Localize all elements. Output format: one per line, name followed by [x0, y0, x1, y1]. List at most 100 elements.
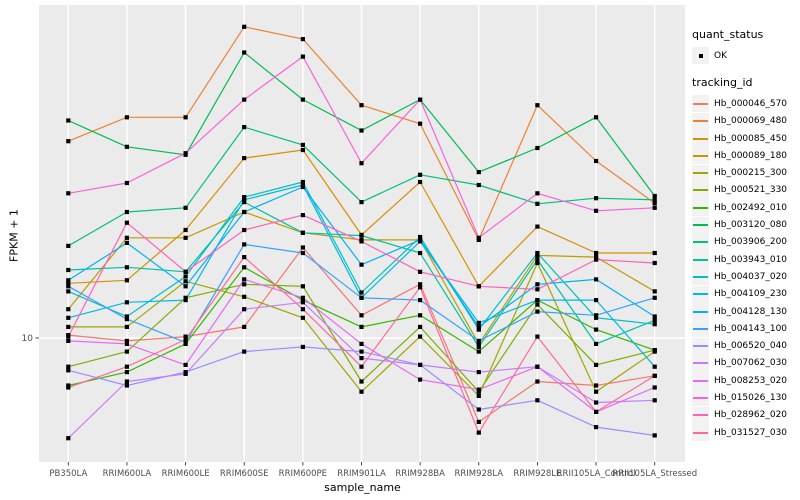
data-point — [535, 298, 540, 303]
data-point — [418, 324, 423, 329]
data-point — [124, 317, 129, 322]
series-color-line-icon — [693, 120, 708, 123]
data-point — [476, 387, 481, 392]
data-point — [124, 364, 129, 369]
data-point — [359, 262, 364, 267]
data-point — [183, 340, 188, 345]
legend-entry-label: Hb_000085_450 — [714, 133, 788, 144]
legend-entry-Hb_003120_080: Hb_003120_080 — [692, 216, 798, 234]
data-point — [300, 295, 305, 300]
data-point — [242, 200, 247, 205]
legend-entry-Hb_031527_030: Hb_031527_030 — [692, 424, 798, 442]
legend-entry-label: Hb_003906_200 — [714, 237, 788, 248]
line-swatch-icon — [692, 320, 709, 338]
data-point — [183, 269, 188, 274]
series-color-line-icon — [693, 379, 708, 382]
data-point — [183, 284, 188, 289]
series-color-line-icon — [693, 241, 708, 244]
series-color-line-icon — [693, 224, 708, 227]
data-point — [594, 341, 599, 346]
data-point — [300, 97, 305, 102]
data-point — [300, 230, 305, 235]
data-point — [476, 338, 481, 343]
data-point — [183, 295, 188, 300]
series-color-line-icon — [693, 258, 708, 261]
data-point — [124, 300, 129, 305]
data-point — [242, 97, 247, 102]
data-point — [124, 265, 129, 270]
line-swatch-icon — [692, 233, 709, 251]
data-point — [300, 298, 305, 303]
series-color-line-icon — [693, 345, 708, 348]
data-point — [535, 309, 540, 314]
data-point — [66, 267, 71, 273]
data-point — [594, 257, 599, 262]
data-point — [242, 282, 247, 287]
data-point — [594, 208, 599, 213]
data-point — [124, 220, 129, 225]
legend-entry-label: Hb_028962_020 — [714, 410, 788, 421]
data-point — [124, 115, 129, 120]
data-point — [476, 235, 481, 240]
data-point — [300, 300, 305, 305]
data-point — [652, 398, 657, 403]
data-point — [359, 233, 364, 238]
series-color-line-icon — [693, 362, 708, 365]
line-swatch-icon — [692, 285, 709, 303]
data-point — [476, 170, 481, 175]
legend-entry-Hb_007062_030: Hb_007062_030 — [692, 354, 798, 372]
data-point — [594, 362, 599, 367]
legend-entry-label: Hb_000215_300 — [714, 168, 788, 179]
data-point — [242, 209, 247, 215]
legend-entry-Hb_000085_450: Hb_000085_450 — [692, 130, 798, 148]
line-swatch-icon — [692, 199, 709, 217]
legend-entry-label: Hb_008253_020 — [714, 375, 788, 386]
data-point — [476, 370, 481, 375]
line-swatch-icon — [692, 303, 709, 320]
data-point — [594, 313, 599, 318]
legend-entry-label: Hb_002492_010 — [714, 202, 788, 213]
data-point — [242, 349, 247, 354]
line-swatch-icon — [692, 251, 709, 269]
data-point — [418, 377, 423, 382]
data-point — [594, 158, 599, 164]
series-color-line-icon — [693, 327, 708, 330]
x-axis-title: sample_name — [324, 481, 401, 494]
data-point — [242, 24, 247, 29]
line-swatch-icon — [692, 130, 709, 148]
data-point — [359, 341, 364, 346]
data-point — [535, 364, 540, 369]
data-point — [183, 337, 188, 342]
data-point — [418, 282, 423, 287]
data-point — [418, 172, 423, 177]
line-swatch-icon — [692, 372, 709, 390]
x-tick-label: RRII105LA_Control — [557, 469, 636, 479]
legend-entry-Hb_028962_020: Hb_028962_020 — [692, 406, 798, 424]
data-point — [594, 298, 599, 303]
data-point — [594, 315, 599, 320]
data-point — [66, 243, 71, 248]
data-point — [242, 294, 247, 299]
data-point — [66, 139, 71, 144]
data-point — [359, 349, 364, 354]
data-point — [183, 274, 188, 279]
data-point — [242, 197, 247, 202]
data-point — [124, 370, 129, 375]
data-point — [183, 115, 188, 120]
x-tick-label: PB350LA — [49, 469, 87, 479]
data-point — [124, 209, 129, 215]
legend-entry-Hb_004109_230: Hb_004109_230 — [692, 285, 798, 303]
data-point — [359, 128, 364, 133]
legend-entry-Hb_006520_040: Hb_006520_040 — [692, 337, 798, 355]
line-swatch-icon — [692, 95, 709, 113]
series-color-line-icon — [693, 189, 708, 192]
data-point — [66, 307, 71, 312]
data-point — [535, 253, 540, 258]
data-point — [594, 389, 599, 394]
data-point — [476, 344, 481, 349]
data-point — [124, 144, 129, 149]
line-swatch-icon — [692, 389, 709, 407]
data-point — [242, 195, 247, 200]
legend-entry-Hb_004128_130: Hb_004128_130 — [692, 303, 798, 320]
